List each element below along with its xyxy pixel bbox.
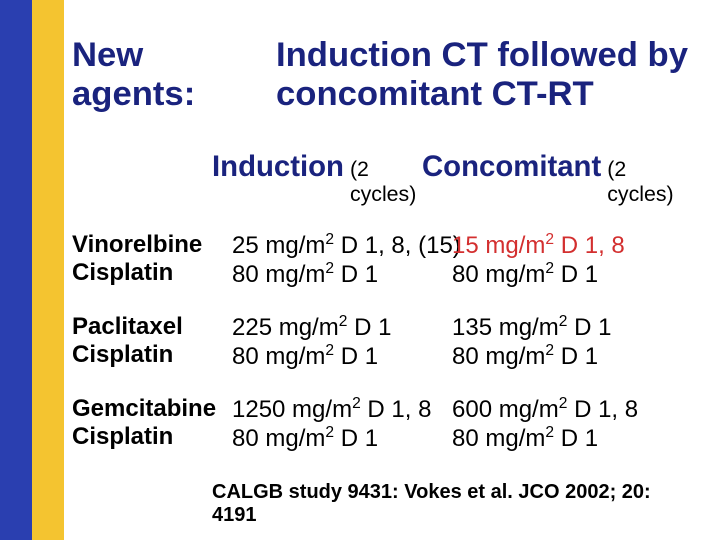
title-row: New agents: Induction CT followed by con… bbox=[72, 36, 690, 114]
drug-pair: PaclitaxelCisplatin bbox=[72, 313, 212, 371]
induction-dose: 25 mg/m2 D 1, 8, (15)80 mg/m2 D 1 bbox=[232, 231, 422, 289]
drug-primary: Paclitaxel bbox=[72, 313, 212, 341]
induction-dose: 1250 mg/m2 D 1, 880 mg/m2 D 1 bbox=[232, 395, 422, 453]
title-left: New agents: bbox=[72, 36, 252, 114]
concomitant-dose: 135 mg/m2 D 180 mg/m2 D 1 bbox=[442, 313, 632, 371]
drug-secondary: Cisplatin bbox=[72, 423, 212, 451]
dose-table: VinorelbineCisplatin25 mg/m2 D 1, 8, (15… bbox=[72, 231, 690, 453]
title-right: Induction CT followed by concomitant CT-… bbox=[276, 36, 690, 114]
header-induction-label: Induction bbox=[212, 150, 344, 184]
header-concomitant-sub: (2 cycles) bbox=[607, 157, 690, 207]
accent-bar-yellow bbox=[32, 0, 64, 540]
slide: New agents: Induction CT followed by con… bbox=[0, 0, 720, 540]
header-induction: Induction (2 cycles) bbox=[212, 150, 402, 207]
accent-bar-blue bbox=[0, 0, 32, 540]
drug-primary: Gemcitabine bbox=[72, 395, 212, 423]
drug-primary: Vinorelbine bbox=[72, 231, 212, 259]
header-concomitant: Concomitant (2 cycles) bbox=[422, 150, 690, 207]
column-headers: Induction (2 cycles) Concomitant (2 cycl… bbox=[72, 150, 690, 207]
induction-dose: 225 mg/m2 D 180 mg/m2 D 1 bbox=[232, 313, 422, 371]
drug-pair: GemcitabineCisplatin bbox=[72, 395, 212, 453]
drug-secondary: Cisplatin bbox=[72, 341, 212, 369]
drug-pair: VinorelbineCisplatin bbox=[72, 231, 212, 289]
header-concomitant-label: Concomitant bbox=[422, 150, 601, 184]
concomitant-dose: 15 mg/m2 D 1, 880 mg/m2 D 1 bbox=[442, 231, 632, 289]
concomitant-dose: 600 mg/m2 D 1, 880 mg/m2 D 1 bbox=[442, 395, 632, 453]
citation: CALGB study 9431: Vokes et al. JCO 2002;… bbox=[72, 481, 690, 527]
header-induction-sub: (2 cycles) bbox=[350, 157, 416, 207]
drug-secondary: Cisplatin bbox=[72, 259, 212, 287]
